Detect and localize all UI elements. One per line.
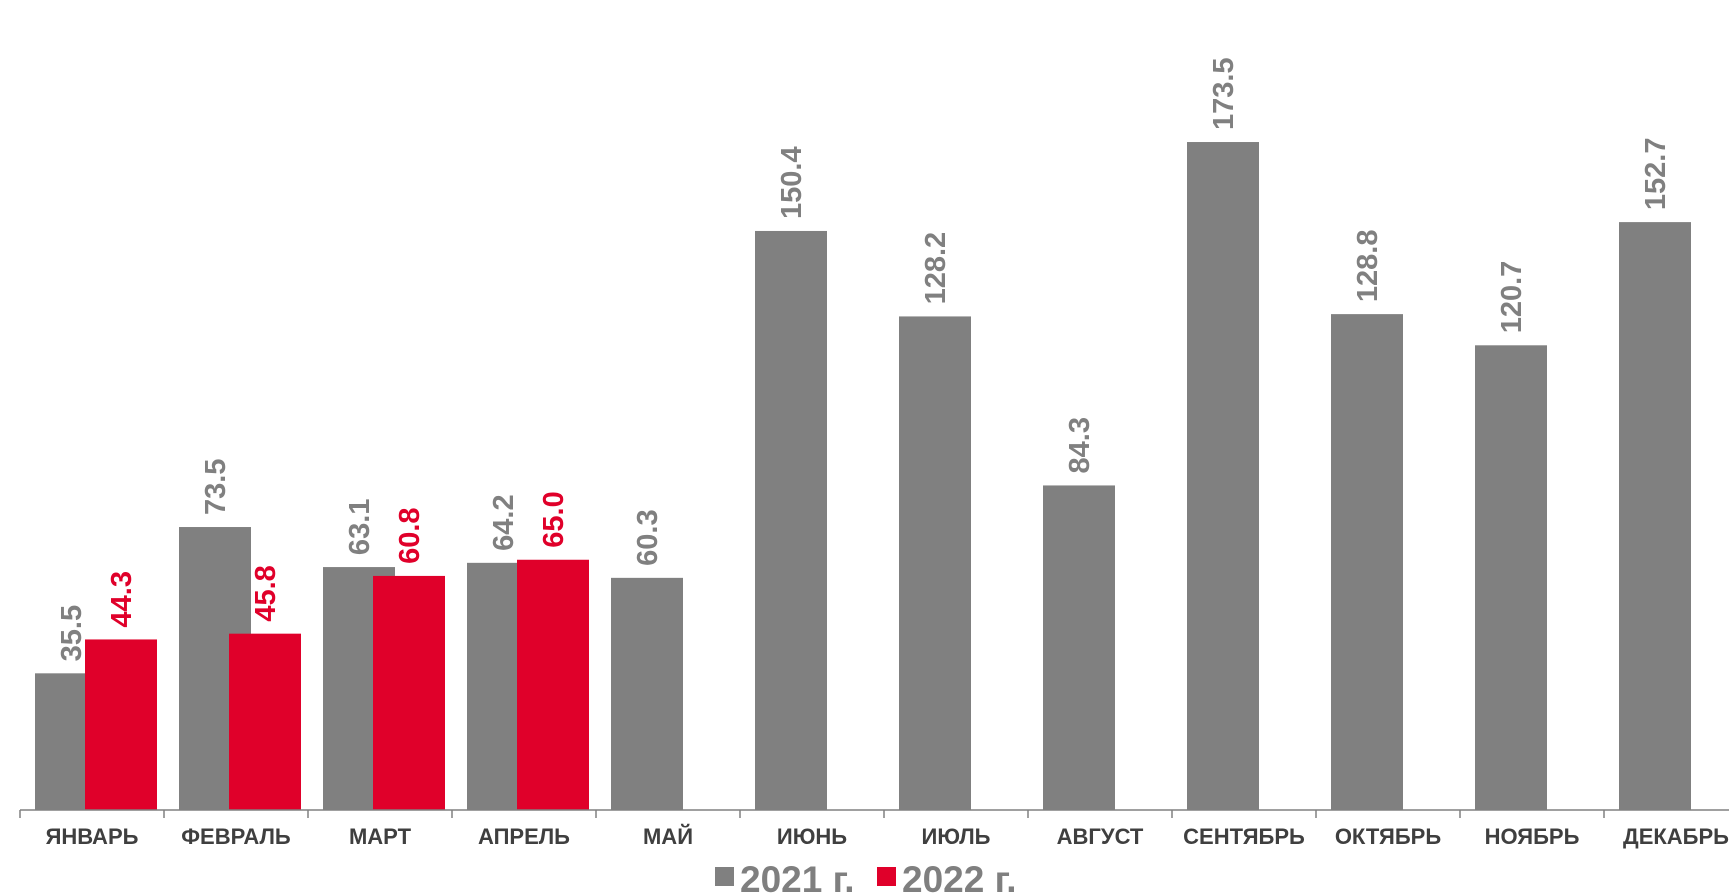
category-label-5: МАЙ	[643, 824, 693, 849]
data-label-2021-5: 60.3	[632, 509, 664, 565]
category-label-11: НОЯБРЬ	[1485, 824, 1580, 849]
bar-2021-6	[755, 230, 827, 810]
category-label-10: ОКТЯБРЬ	[1335, 824, 1442, 849]
data-label-2021-7: 128.2	[920, 232, 952, 305]
category-label-4: АПРЕЛЬ	[478, 824, 570, 849]
category-label-3: МАРТ	[349, 824, 412, 849]
bar-2022-2	[229, 633, 301, 810]
data-label-2022-4: 65.0	[538, 491, 570, 547]
category-label-1: ЯНВАРЬ	[46, 824, 139, 849]
category-label-12: ДЕКАБРЬ	[1623, 824, 1729, 849]
data-label-2021-9: 173.5	[1208, 57, 1240, 130]
category-label-2: ФЕВРАЛЬ	[181, 824, 291, 849]
bar-2021-9	[1187, 142, 1259, 810]
data-label-2021-11: 120.7	[1496, 261, 1528, 334]
bar-2022-4	[517, 559, 589, 810]
bar-2022-1	[85, 639, 157, 810]
bars-layer	[35, 142, 1691, 811]
data-label-2021-1: 35.5	[56, 605, 88, 661]
data-label-2022-2: 45.8	[250, 565, 282, 621]
legend-label-2021: 2021 г.	[740, 859, 855, 894]
data-label-2021-10: 128.8	[1352, 230, 1384, 303]
data-label-2021-12: 152.7	[1640, 138, 1672, 211]
bar-2021-8	[1043, 485, 1115, 810]
legend-label-2022: 2022 г.	[902, 859, 1017, 894]
category-label-8: АВГУСТ	[1057, 824, 1144, 849]
legend-swatch-2022	[877, 867, 896, 886]
data-label-2022-1: 44.3	[106, 571, 138, 627]
bar-2021-7	[899, 316, 971, 810]
data-label-2021-2: 73.5	[200, 459, 232, 515]
bar-2021-5	[611, 577, 683, 810]
category-label-9: СЕНТЯБРЬ	[1183, 824, 1305, 849]
bar-2021-10	[1331, 314, 1403, 810]
category-label-6: ИЮНЬ	[777, 824, 847, 849]
legend-swatch-2021	[715, 867, 734, 886]
category-label-7: ИЮЛЬ	[922, 824, 991, 849]
bar-2021-12	[1619, 222, 1691, 811]
bar-2022-3	[373, 575, 445, 810]
data-label-2021-3: 63.1	[344, 499, 376, 555]
data-label-2022-3: 60.8	[394, 507, 426, 563]
data-label-2021-6: 150.4	[776, 146, 808, 219]
data-label-2021-8: 84.3	[1064, 417, 1096, 473]
legend: 2021 г. 2022 г.	[715, 859, 1017, 894]
data-label-2021-4: 64.2	[488, 494, 520, 550]
data-labels-layer: 35.5 73.5 63.1 64.2 60.3 150.4 128.2 84.3 173.5 1…	[56, 57, 1672, 661]
x-axis: ЯНВАРЬ ФЕВРАЛЬ МАРТ АПРЕЛЬ МАЙ ИЮНЬ ИЮЛЬ АВГУСТ…	[19, 809, 1729, 849]
bar-2021-11	[1475, 345, 1547, 810]
